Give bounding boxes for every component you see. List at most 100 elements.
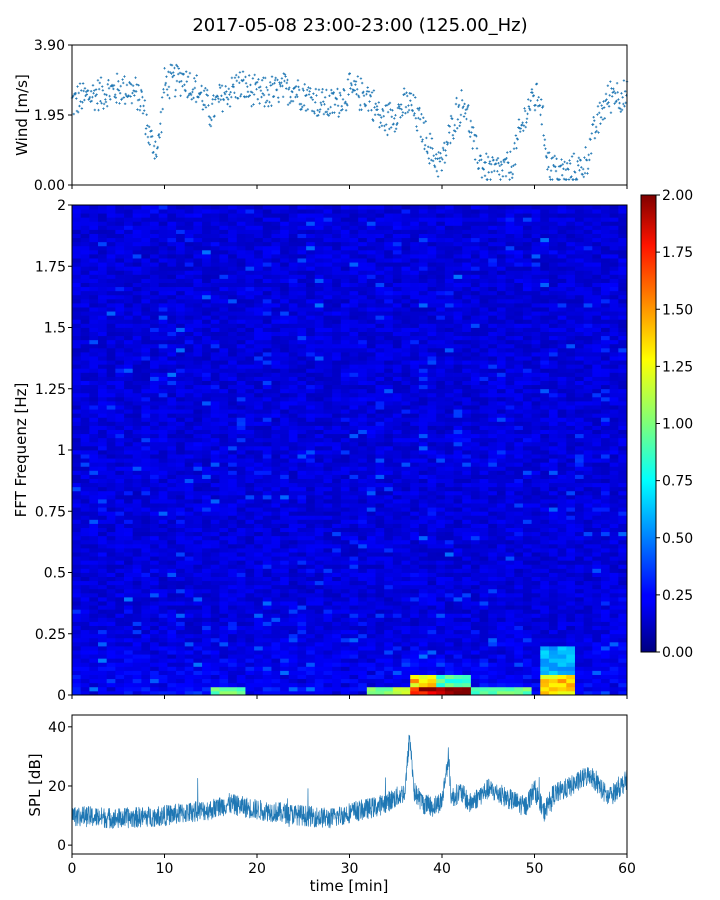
spectrogram-cell bbox=[271, 429, 281, 435]
wind-point bbox=[472, 139, 476, 143]
spectrogram-cell bbox=[89, 278, 99, 283]
wind-point bbox=[89, 100, 92, 103]
spectrogram-cell bbox=[141, 523, 151, 528]
spectrogram-cell bbox=[132, 286, 142, 292]
spectrogram-cell bbox=[150, 217, 160, 222]
spectrogram-cell bbox=[158, 368, 168, 373]
spectrogram-cell bbox=[245, 241, 255, 247]
spectrogram-cell bbox=[306, 486, 316, 492]
spectrogram-cell bbox=[358, 490, 368, 496]
wind-point bbox=[336, 87, 339, 91]
spectrogram-cell bbox=[306, 433, 316, 439]
spectrogram-cell bbox=[89, 682, 99, 688]
spectrogram-cell bbox=[340, 278, 350, 283]
spectrogram-cell bbox=[254, 466, 264, 471]
wind-point bbox=[558, 178, 561, 181]
spectrogram-cell bbox=[314, 311, 324, 316]
spectrogram-cell bbox=[271, 568, 281, 573]
wind-point bbox=[241, 79, 244, 83]
spectrogram-cell bbox=[158, 646, 168, 651]
spectrogram-cell bbox=[193, 209, 203, 214]
spectrogram-cell bbox=[219, 548, 229, 553]
spectrogram-cell bbox=[115, 556, 125, 561]
wind-point bbox=[401, 114, 404, 117]
wind-point bbox=[261, 92, 264, 95]
spectrogram-cell bbox=[340, 494, 350, 500]
spectrogram-cell bbox=[219, 470, 229, 475]
spectrogram-cell bbox=[280, 356, 290, 361]
spectrogram-cell bbox=[297, 572, 307, 577]
spectrogram-cell bbox=[210, 511, 220, 516]
spectrogram-cell bbox=[323, 564, 333, 569]
spectrogram-cell bbox=[236, 392, 246, 398]
wind-point bbox=[175, 79, 179, 83]
spectrogram-cell bbox=[262, 303, 272, 308]
spectrogram-cell bbox=[132, 290, 142, 296]
spectrogram-cell bbox=[228, 678, 238, 684]
spectrogram-cell bbox=[314, 490, 324, 496]
spectrogram-cell bbox=[80, 249, 90, 255]
wind-point bbox=[299, 108, 302, 111]
spectrogram-cell bbox=[349, 539, 359, 545]
spectrogram-cell bbox=[72, 552, 82, 557]
spectrogram-cell bbox=[340, 347, 350, 353]
spectrogram-cell bbox=[254, 364, 264, 369]
spectrogram-cell bbox=[115, 392, 125, 398]
spectrogram-cell bbox=[340, 499, 350, 504]
spectrogram-cell bbox=[236, 576, 246, 582]
wind-point bbox=[575, 178, 579, 181]
wind-point bbox=[244, 82, 248, 85]
spectrogram-cell bbox=[124, 437, 134, 443]
spectrogram-cell bbox=[280, 690, 290, 696]
spectrogram-cell bbox=[124, 597, 134, 602]
spectrogram-cell bbox=[271, 343, 281, 349]
spectrogram-cell bbox=[115, 205, 125, 210]
spectrogram-cell bbox=[271, 205, 281, 210]
spectrogram-cell bbox=[332, 454, 342, 459]
wind-point bbox=[129, 95, 132, 98]
spectrogram-cell bbox=[271, 315, 281, 320]
wind-point bbox=[587, 153, 590, 157]
wind-point bbox=[385, 104, 389, 107]
spectrogram-cell bbox=[254, 331, 264, 337]
spectrogram-cell bbox=[349, 515, 359, 520]
spectrogram-cell bbox=[236, 654, 246, 659]
spectrogram-cell bbox=[288, 564, 298, 569]
spectrogram-cell bbox=[288, 319, 298, 324]
wind-point bbox=[438, 160, 442, 163]
spectrogram-cell bbox=[98, 511, 108, 516]
spectrogram-cell bbox=[349, 458, 359, 463]
spectrogram-cell bbox=[150, 282, 160, 288]
wind-point bbox=[377, 101, 381, 104]
wind-point bbox=[147, 125, 151, 128]
spectrogram-cell bbox=[106, 621, 116, 626]
spectrogram-cell bbox=[98, 531, 108, 537]
spectrogram-cell bbox=[150, 539, 160, 545]
spectrogram-cell bbox=[80, 515, 90, 520]
wind-point bbox=[283, 79, 286, 83]
wind-point bbox=[162, 91, 166, 94]
spectrogram-cell bbox=[89, 217, 99, 222]
spectrogram-cell bbox=[219, 462, 229, 467]
wind-point bbox=[276, 96, 280, 99]
spectrogram-cell bbox=[210, 597, 220, 602]
wind-point bbox=[108, 94, 111, 98]
spectrogram-cell bbox=[245, 331, 255, 337]
spectrogram-cell bbox=[236, 307, 246, 312]
wind-point bbox=[401, 111, 405, 114]
spectrogram-cell bbox=[349, 523, 359, 528]
spectrogram-cell bbox=[323, 445, 333, 451]
spectrogram-cell bbox=[349, 290, 359, 296]
spectrogram-cell bbox=[98, 539, 108, 545]
spectrogram-cell bbox=[141, 466, 151, 471]
spectrogram-cell bbox=[314, 445, 324, 451]
wind-point bbox=[395, 123, 398, 126]
spectrogram-cell bbox=[228, 560, 238, 565]
spectrogram-cell bbox=[306, 629, 316, 635]
spectrogram-cell bbox=[323, 605, 333, 610]
wind-point bbox=[403, 92, 406, 96]
spectrogram-cell bbox=[124, 347, 134, 353]
spectrogram-cell bbox=[115, 548, 125, 553]
spectrogram-cell bbox=[254, 401, 264, 406]
